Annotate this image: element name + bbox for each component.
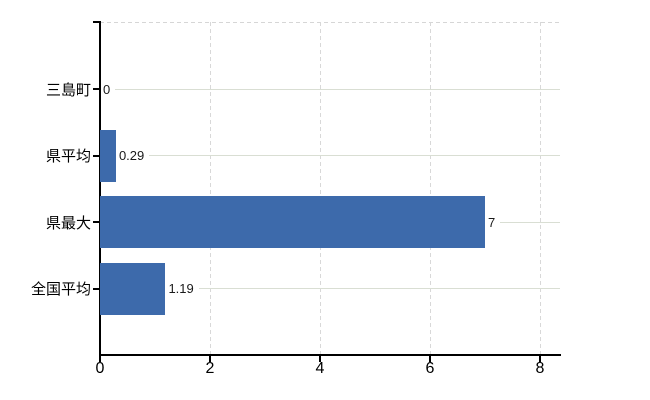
x-tick-label: 6: [425, 360, 435, 377]
chart-row: 県平均 0.29: [0, 123, 560, 189]
chart-row: 県最大 7: [0, 189, 560, 255]
y-axis-tick: [93, 287, 100, 290]
bar: [100, 196, 485, 248]
y-axis-tick: [93, 88, 100, 90]
category-label: 三島町: [45, 81, 91, 99]
leader-line: [198, 288, 560, 289]
plot-top-border: [100, 22, 560, 23]
category-label: 県最大: [45, 214, 91, 232]
value-label: 1.19: [168, 281, 194, 296]
value-label: 0: [103, 81, 111, 97]
leader-line: [500, 221, 560, 223]
vertical-gridline: [209, 22, 211, 355]
leader-line: [149, 155, 560, 156]
chart-row: 全国平均 1.19: [0, 256, 560, 322]
y-axis-top-tick: [93, 21, 100, 23]
category-label: 全国平均: [30, 281, 91, 298]
category-label: 県平均: [45, 148, 91, 165]
x-tick-label: 0: [95, 360, 105, 377]
value-label: 0.29: [118, 148, 145, 163]
vertical-gridline: [539, 22, 541, 355]
x-axis-tick: [539, 355, 541, 362]
y-axis-tick: [93, 154, 100, 157]
x-tick-label: 8: [535, 360, 545, 377]
x-axis-tick: [319, 355, 321, 362]
x-axis-tick: [429, 355, 431, 362]
y-axis-line: [99, 21, 101, 356]
vertical-gridline: [429, 22, 431, 355]
chart-row: 三島町 0: [0, 56, 560, 122]
x-axis-line: [99, 354, 561, 356]
vertical-gridline: [319, 22, 321, 355]
x-axis-tick: [99, 355, 101, 362]
x-tick-label: 4: [315, 360, 325, 377]
x-tick-label: 2: [205, 360, 215, 377]
bar: [100, 262, 166, 315]
bar: [100, 129, 116, 182]
value-label: 7: [488, 214, 496, 230]
y-axis-tick: [93, 221, 100, 223]
x-axis-tick: [209, 355, 211, 362]
leader-line: [115, 88, 560, 90]
